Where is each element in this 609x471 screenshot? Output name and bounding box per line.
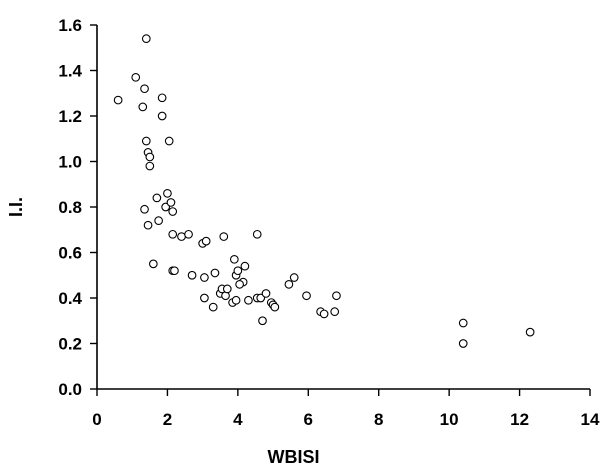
data-point (131, 72, 141, 82)
x-tick-label: 12 (510, 410, 529, 429)
data-point (154, 216, 163, 225)
data-point (140, 204, 149, 214)
data-point (141, 136, 151, 146)
data-point (170, 266, 179, 276)
x-tick-label: 8 (374, 410, 383, 429)
x-tick-label: 2 (163, 410, 172, 429)
x-ticks: 0 2 4 6 8 10 12 14 (92, 389, 600, 429)
data-point (138, 102, 148, 112)
axes (96, 25, 590, 390)
y-tick-label: 0.2 (58, 335, 82, 354)
y-tick-label: 0.8 (58, 198, 82, 217)
data-point (187, 270, 197, 280)
data-point (200, 273, 209, 282)
data-point (177, 232, 186, 241)
data-point (219, 232, 229, 241)
data-point (148, 259, 158, 269)
y-tick-label: 1.6 (58, 16, 82, 35)
y-axis-title: I.I. (6, 197, 26, 217)
y-tick-label: 0.0 (58, 380, 82, 399)
y-tick-label: 1.4 (58, 62, 82, 81)
data-point (458, 339, 468, 348)
data-point (113, 95, 123, 105)
data-point (458, 318, 468, 328)
data-point (200, 293, 209, 303)
y-tick-label: 0.4 (58, 289, 82, 308)
data-point (168, 207, 178, 216)
data-point (319, 309, 329, 319)
data-point (332, 291, 341, 301)
x-tick-label: 0 (92, 410, 101, 429)
data-point (184, 229, 193, 239)
y-ticks: 0.0 0.2 0.4 0.6 0.8 1.0 1.2 1.4 1.6 (58, 16, 97, 399)
data-point (244, 295, 253, 305)
data-point (210, 268, 220, 278)
x-tick-label: 4 (233, 410, 243, 429)
data-point (525, 327, 535, 337)
data-point (201, 236, 211, 246)
data-point (330, 307, 340, 317)
data-point (141, 34, 151, 44)
data-point (240, 261, 250, 271)
data-point (140, 84, 149, 94)
data-point (168, 229, 178, 239)
data-point (252, 229, 262, 239)
data-point (208, 302, 218, 312)
data-point (284, 280, 294, 289)
y-tick-label: 0.6 (58, 244, 82, 263)
data-point (302, 291, 311, 301)
data-point (143, 220, 153, 230)
data-point (164, 136, 174, 146)
y-tick-label: 1.2 (58, 107, 82, 126)
data-point (231, 295, 241, 305)
data-point (229, 254, 239, 264)
data-point (145, 161, 155, 171)
data-point (289, 273, 299, 282)
data-point (157, 111, 167, 121)
data-point (235, 280, 244, 289)
x-axis-title: WBISI (268, 447, 320, 467)
data-point (166, 198, 176, 207)
data-point (270, 302, 280, 312)
data-point (222, 284, 232, 294)
y-tick-label: 1.0 (58, 153, 82, 172)
data-point (157, 93, 167, 103)
data-point (258, 316, 267, 326)
data-point (145, 152, 155, 162)
data-points (113, 34, 535, 348)
x-tick-label: 14 (581, 410, 600, 429)
data-point (152, 193, 162, 203)
x-tick-label: 6 (304, 410, 313, 429)
data-point (163, 189, 172, 198)
x-tick-label: 10 (440, 410, 459, 429)
data-point (233, 266, 243, 276)
data-point (261, 289, 271, 298)
